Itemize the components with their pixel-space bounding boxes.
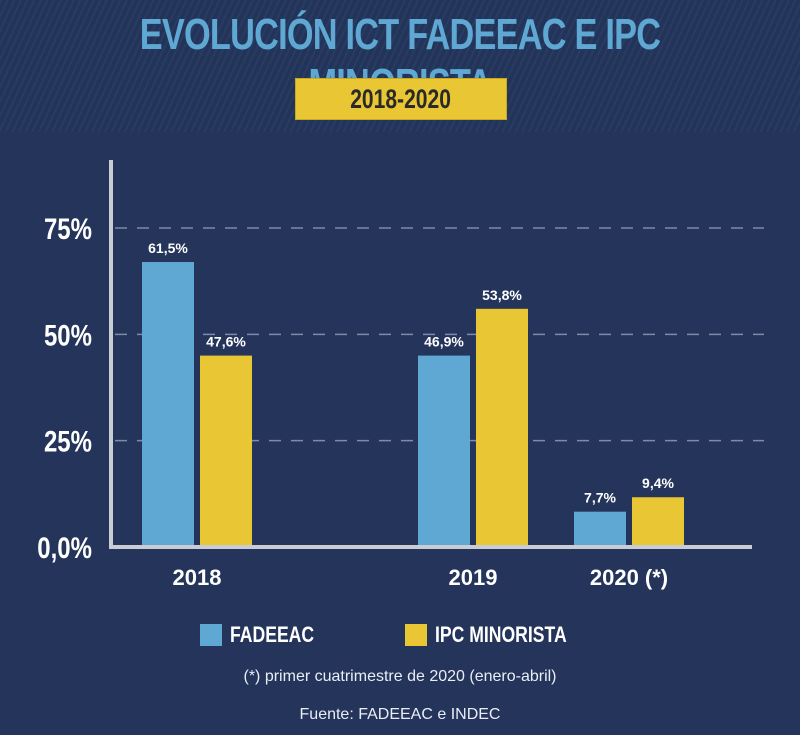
- legend: FADEEAC IPC MINORISTA: [0, 622, 800, 648]
- legend-label-fadeeac: FADEEAC: [230, 622, 315, 647]
- source-note: Fuente: FADEEAC e INDEC: [299, 706, 501, 723]
- y-tick-label: 75%: [44, 211, 92, 245]
- subtitle-badge: 2018-2020: [295, 78, 507, 120]
- footnote: (*) primer cuatrimestre de 2020 (enero-a…: [243, 668, 557, 685]
- bar-fadeeac-0: [142, 262, 194, 545]
- data-label: 47,6%: [206, 334, 246, 350]
- data-label: 9,4%: [642, 475, 674, 491]
- legend-label-ipc: IPC MINORISTA: [435, 622, 567, 647]
- y-tick-label: 50%: [44, 318, 92, 352]
- x-tick-label: 2018: [173, 565, 222, 590]
- legend-swatch-fadeeac: [200, 624, 223, 646]
- bar-ipc-minorista-1: [476, 308, 528, 545]
- data-label: 46,9%: [424, 334, 464, 350]
- chart-subtitle: 2018-2020: [350, 83, 452, 114]
- bar-fadeeac-2: [574, 511, 626, 545]
- data-label: 7,7%: [584, 490, 616, 506]
- y-tick-label: 25%: [44, 424, 92, 458]
- data-label: 61,5%: [148, 240, 188, 256]
- header-banner: EVOLUCIÓN ICT FADEEAC E IPC MINORISTA 20…: [0, 0, 800, 132]
- legend-item-ipc: IPC MINORISTA: [405, 622, 600, 648]
- data-label: 53,8%: [482, 287, 522, 303]
- legend-swatch-ipc: [405, 624, 428, 646]
- bar-ipc-minorista-2: [632, 497, 684, 545]
- x-tick-label: 2019: [449, 565, 498, 590]
- legend-item-fadeeac: FADEEAC: [200, 622, 335, 648]
- bar-fadeeac-1: [418, 355, 470, 545]
- y-tick-label: 0,0%: [37, 530, 92, 564]
- bar-ipc-minorista-0: [200, 355, 252, 545]
- bar-chart: 0,0% 25% 50% 75% 61,5% 47,6% 2018 46,9% 53,8% 201…: [37, 160, 764, 590]
- x-tick-label: 2020 (*): [590, 565, 668, 590]
